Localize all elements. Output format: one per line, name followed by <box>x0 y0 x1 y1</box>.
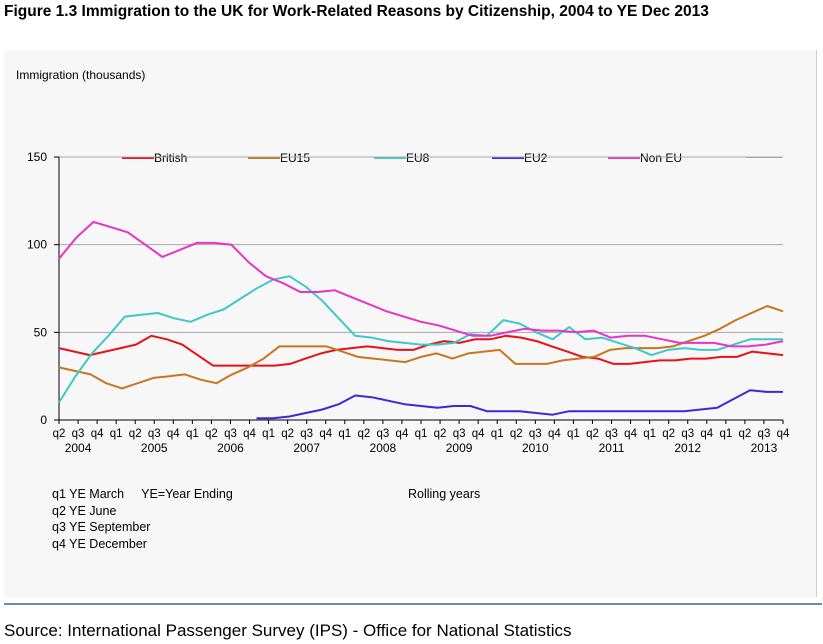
y-tick-label-150: 150 <box>27 150 47 164</box>
x-tick-label-26: q4 <box>548 428 561 440</box>
x-tick-label-2: q4 <box>91 428 104 440</box>
x-tick-label-16: q2 <box>357 428 370 440</box>
x-tick-label-35: q1 <box>719 428 732 440</box>
note-q1-row: q1 YE March YE=Year Ending <box>52 486 233 503</box>
x-tick-label-11: q1 <box>262 428 275 440</box>
x-tick-label-19: q1 <box>415 428 428 440</box>
x-tick-label-1: q3 <box>72 428 85 440</box>
year-label-2009: 2009 <box>446 441 473 455</box>
note-q3: q3 YE September <box>52 520 151 534</box>
series-line-eu15 <box>58 305 784 390</box>
y-tick-label-0: 0 <box>40 413 47 427</box>
note-q2: q2 YE June <box>52 503 117 518</box>
x-tick-label-9: q3 <box>224 428 237 440</box>
x-tick-label-30: q4 <box>624 428 637 440</box>
x-tick-label-12: q2 <box>281 428 294 440</box>
x-tick-label-14: q4 <box>319 428 332 440</box>
legend-label-eu8: EU8 <box>406 151 430 165</box>
x-tick-label-37: q3 <box>758 428 771 440</box>
x-tick-label-5: q3 <box>148 428 161 440</box>
series-line-non-eu <box>58 220 784 348</box>
x-tick-label-6: q4 <box>167 428 180 440</box>
y-tick-label-50: 50 <box>34 325 48 339</box>
legend-swatch-eu2 <box>492 157 524 159</box>
note-q4: q4 YE December <box>52 536 147 551</box>
x-tick-label-29: q3 <box>605 428 618 440</box>
x-tick-label-25: q3 <box>529 428 542 440</box>
x-tick-label-8: q2 <box>205 428 218 440</box>
series-line-british <box>58 334 784 367</box>
year-label-2012: 2012 <box>674 441 701 455</box>
x-tick-label-18: q4 <box>396 428 409 440</box>
source-note: Source: International Passenger Survey (… <box>4 621 572 640</box>
x-tick-label-31: q1 <box>643 428 656 440</box>
x-tick-label-13: q3 <box>300 428 313 440</box>
note-q1: q1 YE March <box>52 487 125 501</box>
x-tick-label-4: q2 <box>129 428 142 440</box>
year-label-2008: 2008 <box>370 441 397 455</box>
year-label-2004: 2004 <box>65 441 92 455</box>
legend-swatch-eu15 <box>248 157 280 159</box>
chart-panel <box>4 50 817 597</box>
x-tick-label-21: q3 <box>453 428 466 440</box>
year-label-2007: 2007 <box>293 441 320 455</box>
year-label-2013: 2013 <box>751 441 778 455</box>
x-tick-label-22: q4 <box>472 428 485 440</box>
legend-label-noneu: Non EU <box>640 151 683 165</box>
series-line-eu8 <box>58 275 783 404</box>
x-tick-label-32: q2 <box>662 428 675 440</box>
x-tick-label-38: q4 <box>777 428 790 440</box>
x-tick-label-34: q4 <box>700 428 713 440</box>
x-tick-label-7: q1 <box>186 428 199 440</box>
x-tick-label-24: q2 <box>510 428 523 440</box>
year-label-2005: 2005 <box>141 441 168 455</box>
legend-swatch-british <box>122 157 154 159</box>
figure-title: Figure 1.3 Immigration to the UK for Wor… <box>4 3 709 20</box>
x-tick-label-33: q3 <box>681 428 694 440</box>
x-tick-label-0: q2 <box>53 428 66 440</box>
legend-swatch-eu8 <box>374 157 406 159</box>
x-tick-label-3: q1 <box>110 428 123 440</box>
x-tick-label-27: q1 <box>567 428 580 440</box>
x-tick-label-10: q4 <box>243 428 256 440</box>
y-axis-title: Immigration (thousands) <box>16 68 146 82</box>
note-ye: YE=Year Ending <box>141 487 233 501</box>
x-axis-title: Rolling years <box>408 487 481 501</box>
year-label-2006: 2006 <box>217 441 244 455</box>
x-tick-label-28: q2 <box>586 428 599 440</box>
year-label-2011: 2011 <box>599 441 625 455</box>
legend-label-eu2: EU2 <box>524 151 548 165</box>
x-tick-label-36: q2 <box>738 428 751 440</box>
x-tick-label-17: q3 <box>376 428 389 440</box>
x-tick-label-23: q1 <box>491 428 504 440</box>
x-tick-label-15: q1 <box>338 428 351 440</box>
series-line-eu2 <box>256 389 783 420</box>
legend-label-eu15: EU15 <box>280 151 311 165</box>
x-tick-label-20: q2 <box>434 428 447 440</box>
quarter-notes: q1 YE March YE=Year Ending q2 YE June q3… <box>52 486 233 552</box>
year-label-2010: 2010 <box>522 441 549 455</box>
legend-label-british: British <box>154 151 188 165</box>
y-tick-label-100: 100 <box>27 238 47 252</box>
source-divider <box>4 603 822 605</box>
legend-swatch-noneu <box>608 157 640 159</box>
